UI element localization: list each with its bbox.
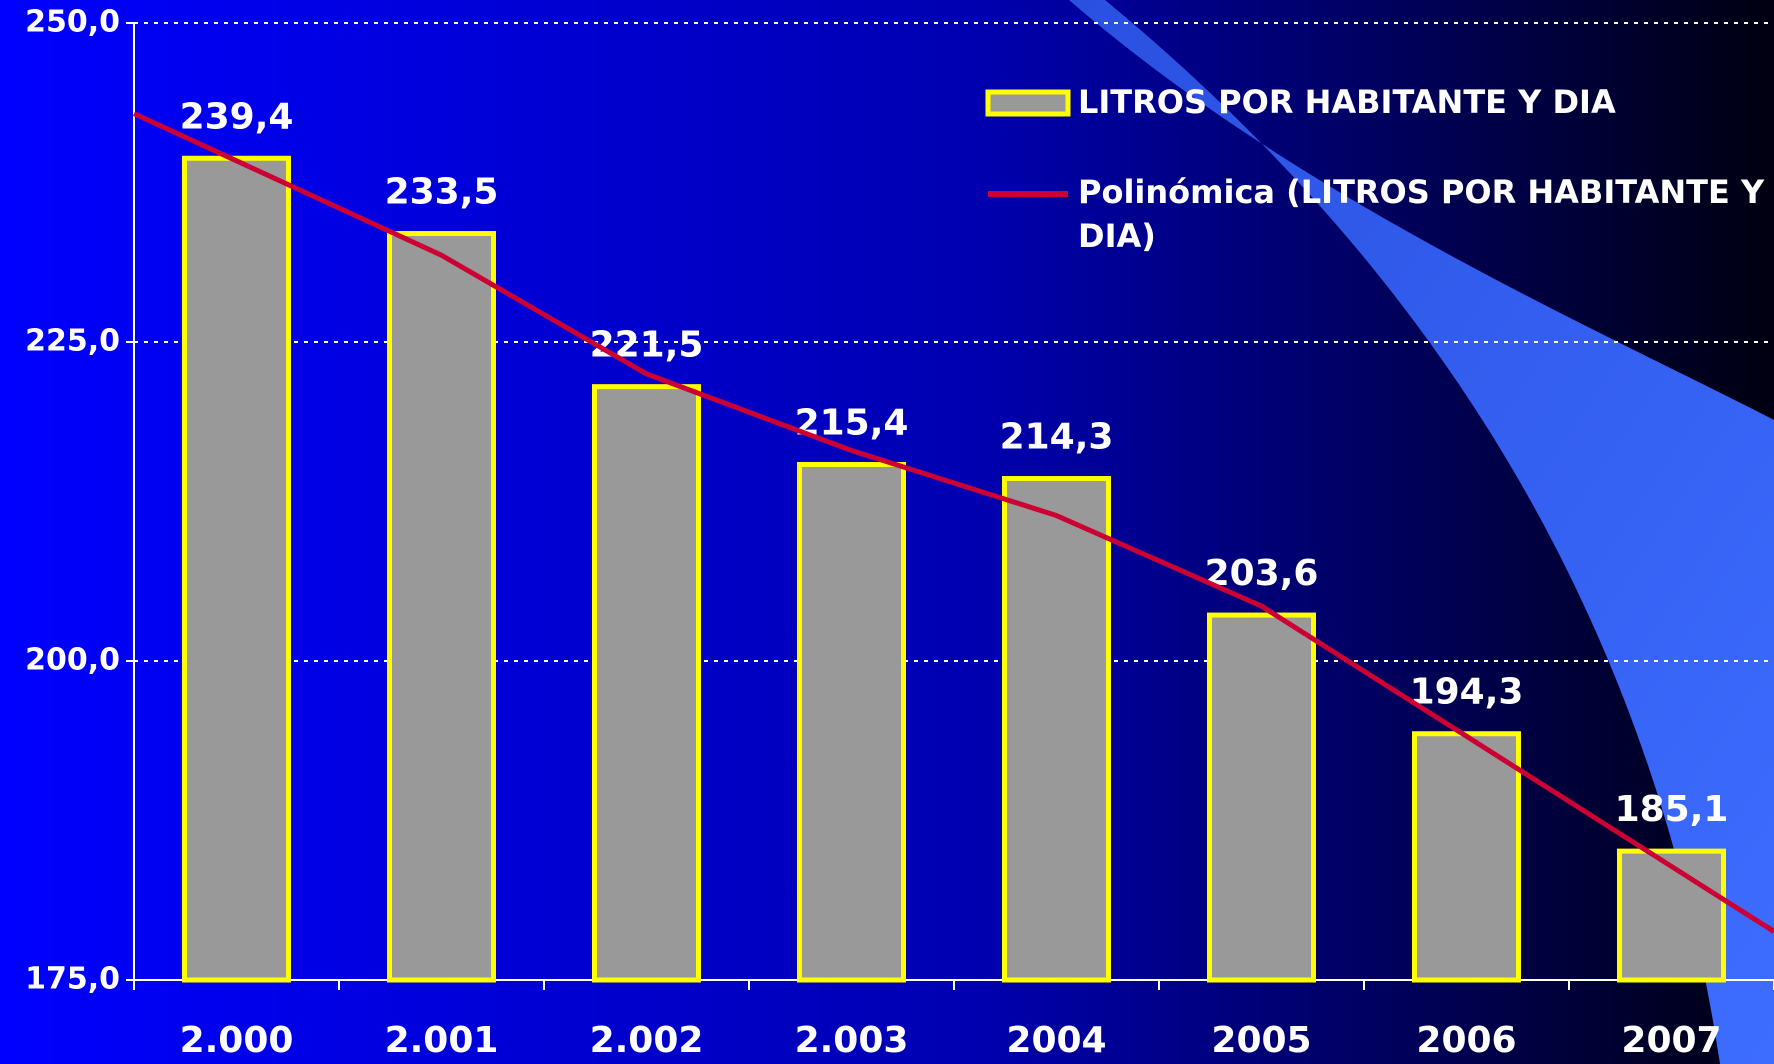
x-tick-label: 2.000	[180, 1020, 294, 1061]
data-label: 221,5	[590, 325, 704, 366]
data-label: 185,1	[1615, 789, 1729, 830]
y-tick-label: 250,0	[25, 5, 120, 40]
legend-label: Polinómica (LITROS POR HABITANTE Y DIA)	[1078, 173, 1765, 255]
bar	[1617, 848, 1726, 983]
bar	[592, 384, 701, 983]
bar	[1207, 612, 1316, 983]
legend-label: LITROS POR HABITANTE Y DIA	[1078, 83, 1616, 121]
x-tick-label: 2007	[1621, 1020, 1721, 1061]
y-tick-label: 175,0	[25, 962, 120, 997]
x-tick-label: 2.001	[385, 1020, 499, 1061]
y-tick-label: 200,0	[25, 643, 120, 678]
bar	[1412, 731, 1521, 983]
bar	[387, 231, 496, 983]
data-label: 194,3	[1410, 672, 1524, 713]
x-tick-label: 2.003	[795, 1020, 909, 1061]
data-label: 233,5	[385, 172, 499, 213]
x-tick-label: 2006	[1416, 1020, 1516, 1061]
x-tick-label: 2005	[1211, 1020, 1311, 1061]
bar	[1002, 476, 1111, 983]
trend-line	[132, 111, 1774, 934]
bar	[182, 155, 291, 983]
bar	[797, 461, 906, 983]
data-label: 214,3	[1000, 417, 1114, 458]
x-tick-label: 2004	[1006, 1020, 1106, 1061]
x-tick-label: 2.002	[590, 1020, 704, 1061]
legend-swatch	[985, 89, 1071, 117]
data-label: 239,4	[180, 96, 294, 137]
y-tick-label: 225,0	[25, 324, 120, 359]
